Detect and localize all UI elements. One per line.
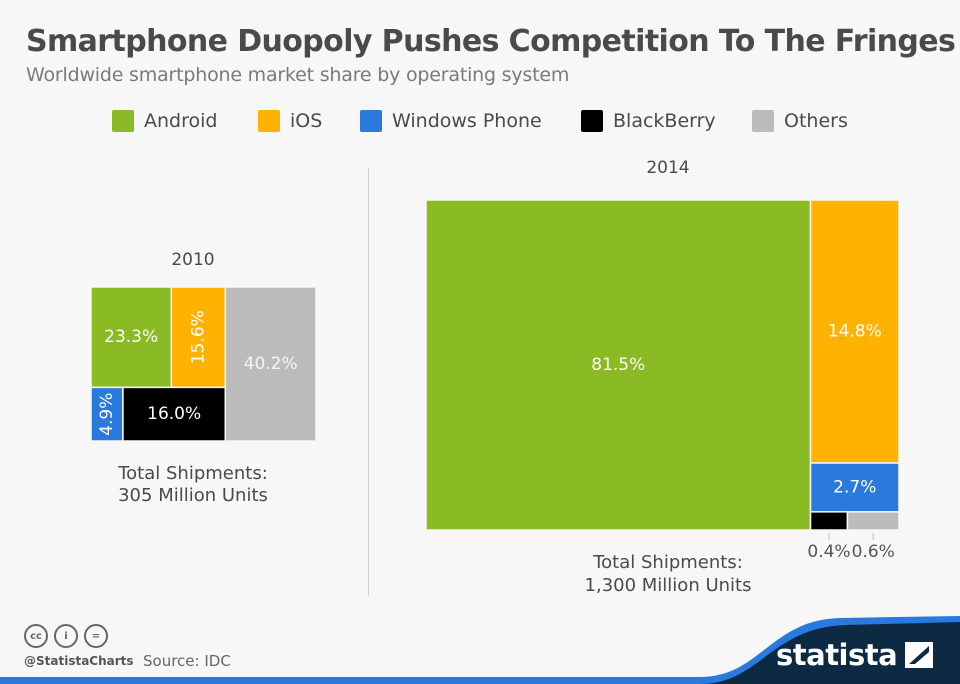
cc-icon: cc	[24, 624, 48, 648]
total-shipments-value-2014: 1,300 Million Units	[585, 575, 752, 596]
legend-item-ios: iOS	[258, 110, 322, 132]
legend-item-blackberry: BlackBerry	[581, 110, 716, 132]
twitter-handle[interactable]: @StatistaCharts	[24, 654, 134, 668]
legend-swatch-windows-phone	[360, 110, 382, 132]
treemap-cell-android-2014	[425, 199, 812, 531]
legend-swatch-ios	[258, 110, 280, 132]
legend-item-android: Android	[112, 110, 217, 132]
data-label-others-2010: 40.2%	[244, 354, 298, 374]
legend-label: BlackBerry	[613, 110, 716, 132]
panel-title-2014: 2014	[646, 158, 689, 178]
data-label-windows-phone-2010: 4.9%	[97, 393, 117, 436]
data-label-blackberry-2014: 0.4%	[807, 542, 850, 562]
data-label-windows-phone-2014: 2.7%	[833, 477, 876, 497]
total-shipments-value-2010: 305 Million Units	[118, 485, 268, 506]
footer-brand-band	[700, 622, 960, 684]
legend-label: Others	[784, 110, 848, 132]
treemap-cell-others-2014	[846, 511, 900, 531]
treemap-cell-android-2010	[90, 286, 173, 389]
total-shipments-label-2014: Total Shipments:	[592, 552, 743, 573]
data-label-android-2010: 23.3%	[104, 327, 158, 347]
brand-name: statista	[776, 638, 898, 672]
panel-title-2010: 2010	[171, 250, 214, 270]
legend-swatch-others	[752, 110, 774, 132]
data-label-ios-2014: 14.8%	[828, 322, 882, 342]
legend-label: Windows Phone	[392, 110, 542, 132]
data-label-android-2014: 81.5%	[591, 355, 645, 375]
no-derivatives-icon: =	[84, 624, 108, 648]
legend-label: Android	[144, 110, 218, 132]
total-shipments-label-2010: Total Shipments:	[117, 463, 268, 484]
legend-swatch-blackberry	[581, 110, 603, 132]
data-label-others-2014: 0.6%	[852, 542, 895, 562]
legend-label: iOS	[290, 110, 323, 132]
chart-subtitle: Worldwide smartphone market share by ope…	[26, 64, 570, 86]
statista-mark-icon	[905, 642, 934, 668]
statista-logo[interactable]: statista	[776, 638, 934, 672]
legend: Android iOS Windows Phone BlackBerry Oth…	[0, 110, 960, 136]
panel-divider	[368, 168, 369, 596]
data-label-blackberry-2010: 16.0%	[147, 404, 201, 424]
treemap-cell-ios-2014	[809, 199, 900, 464]
chart-title: Smartphone Duopoly Pushes Competition To…	[26, 24, 956, 59]
legend-item-others: Others	[752, 110, 848, 132]
treemap-cell-others-2010	[224, 286, 317, 442]
attribution-icon: i	[54, 624, 78, 648]
source-label: Source: IDC	[143, 652, 231, 670]
legend-swatch-android	[112, 110, 134, 132]
license-icons: cc i =	[24, 624, 108, 648]
legend-item-windows-phone: Windows Phone	[360, 110, 542, 132]
data-label-ios-2010: 15.6%	[188, 310, 208, 364]
